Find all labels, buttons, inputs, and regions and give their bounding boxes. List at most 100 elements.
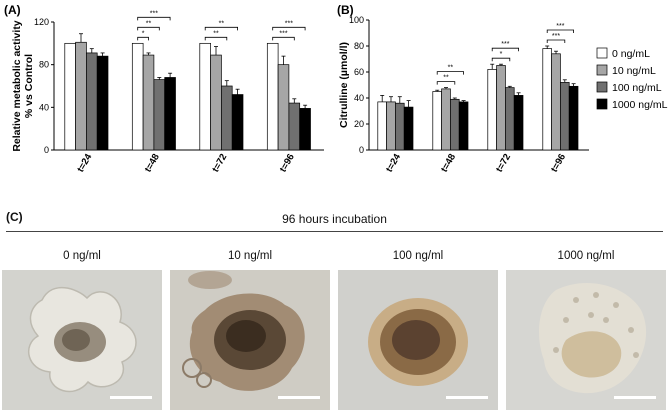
x-tick-label: t=24 [384, 151, 404, 174]
significance-bracket [546, 29, 574, 33]
bar [496, 65, 506, 151]
bar [487, 69, 497, 151]
bar [131, 42, 144, 151]
bar [64, 42, 76, 151]
chart-b-plot: 0 20 40 60 80 100 Citrulline (µmol/l) t=24 t=48 t… [338, 15, 589, 174]
significance-marker: ** [443, 75, 449, 82]
micrograph-image [2, 270, 162, 410]
y-axis-label: % vs Control [23, 54, 35, 118]
bar [210, 54, 222, 151]
significance-marker: *** [150, 10, 158, 17]
significance-marker: *** [501, 41, 509, 48]
bar [432, 91, 442, 151]
bar [560, 82, 570, 151]
micrograph-label-0: 0 ng/ml [63, 250, 101, 262]
significance-bracket [137, 16, 171, 21]
significance-marker: * [142, 30, 145, 37]
significance-bracket [272, 36, 295, 41]
chart-b: (B) 0 20 40 60 80 100 Citrulline (µmol/l) t=24 t… [337, 3, 668, 174]
bar [199, 42, 211, 151]
x-tick-label: t=96 [278, 152, 297, 174]
scale-bar [110, 396, 152, 399]
scale-bar [446, 396, 488, 399]
bar [441, 88, 451, 151]
bar [75, 41, 87, 151]
x-tick-label: t=96 [549, 152, 568, 174]
bar [231, 94, 244, 151]
bar [395, 102, 405, 151]
bar [551, 53, 561, 151]
micrograph-label-2: 100 ng/ml [392, 250, 444, 262]
bar [266, 42, 279, 151]
bar [164, 77, 176, 151]
micrograph-100ng [338, 270, 498, 410]
bar [142, 54, 155, 151]
y-tick-label: 0 [44, 145, 49, 155]
legend-entry: 10 ng/mL [612, 65, 656, 77]
micrograph-10ng [170, 270, 330, 410]
y-tick-label: 60 [354, 67, 364, 77]
micrograph-1000ng [506, 270, 666, 410]
significance-bracket [137, 26, 160, 31]
bar [513, 95, 524, 151]
y-tick-label: 0 [359, 145, 364, 155]
significance-bracket [204, 36, 228, 41]
legend-swatch [596, 81, 608, 93]
x-tick-label: t=72 [210, 152, 229, 174]
bar [386, 101, 396, 151]
significance-marker: *** [552, 33, 560, 40]
y-tick-label: 100 [349, 15, 364, 25]
significance-bracket [436, 81, 456, 85]
bar [221, 85, 233, 151]
bar [86, 52, 98, 151]
panel-a-label: (A) [4, 3, 21, 17]
significance-marker: ** [448, 65, 454, 72]
panel-c: (C) 96 hours incubation 0 ng/ml 10 ng/ml… [0, 204, 669, 410]
significance-marker: * [500, 51, 503, 58]
significance-bracket [491, 57, 511, 62]
chart-a: (A) 0 40 80 120 Relative metabolic activity%… [4, 3, 324, 174]
scale-bar [278, 396, 320, 399]
scale-bar [614, 396, 656, 399]
significance-bracket [137, 36, 149, 41]
bar [277, 64, 290, 151]
x-tick-label: t=72 [494, 152, 513, 174]
significance-bracket [546, 39, 566, 43]
significance-marker: *** [279, 30, 287, 37]
x-tick-label: t=48 [143, 152, 162, 174]
x-tick-label: t=24 [75, 151, 95, 174]
micrograph-image [506, 270, 666, 410]
micrograph-image [338, 270, 498, 410]
micrograph-label-3: 1000 ng/ml [557, 250, 615, 262]
panel-c-title: 96 hours incubation [282, 212, 387, 226]
bar [505, 87, 515, 151]
legend-entry: 1000 ng/mL [612, 99, 668, 111]
y-tick-label: 40 [39, 102, 49, 112]
y-tick-label: 120 [34, 17, 49, 27]
bar [377, 101, 387, 151]
y-tick-label: 80 [354, 41, 364, 51]
y-tick-label: 20 [354, 119, 364, 129]
panel-b-label: (B) [337, 3, 354, 17]
significance-bracket [272, 26, 306, 31]
legend-entry: 0 ng/mL [612, 48, 650, 60]
significance-marker: ** [146, 20, 152, 27]
panel-c-label: (C) [6, 210, 23, 224]
significance-bracket [491, 47, 519, 52]
significance-marker: ** [219, 20, 225, 27]
bar [403, 106, 414, 151]
legend-swatch [596, 64, 608, 76]
significance-bracket [436, 71, 464, 75]
bar [96, 55, 109, 151]
significance-marker: *** [556, 23, 564, 30]
micrograph-image [170, 270, 330, 410]
bar [288, 102, 301, 151]
bar [450, 98, 460, 151]
significance-bracket [204, 26, 238, 31]
legend-swatch [596, 98, 608, 110]
chart-a-plot: 0 40 80 120 Relative metabolic activity% vs … [11, 10, 324, 174]
x-tick-label: t=48 [439, 152, 458, 174]
bar [299, 108, 311, 151]
micrograph-0ng [2, 270, 162, 410]
bar [568, 85, 579, 151]
